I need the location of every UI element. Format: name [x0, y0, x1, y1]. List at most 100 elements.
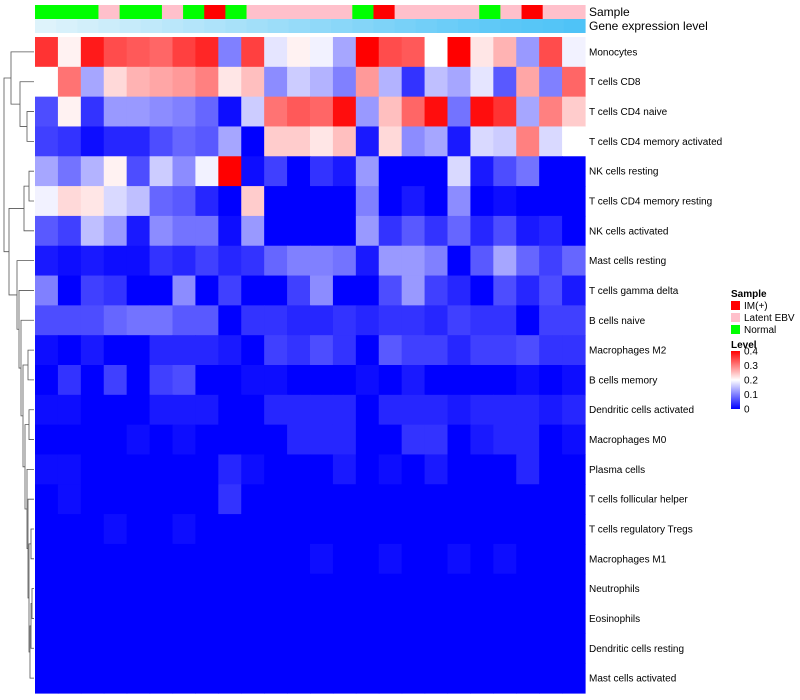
- heatmap-cell: [378, 484, 403, 515]
- heatmap-cell: [516, 305, 540, 336]
- heatmap-cell: [470, 275, 494, 306]
- heatmap-cell: [57, 215, 82, 247]
- heatmap-cell: [562, 484, 586, 515]
- heatmap-cell: [126, 543, 151, 575]
- heatmap-cell: [516, 66, 540, 98]
- heatmap-cell: [516, 215, 540, 247]
- heatmap-cell: [378, 573, 403, 605]
- heatmap-cell: [310, 573, 334, 605]
- expression-annotation-cell: [373, 19, 396, 33]
- heatmap-cell: [218, 603, 242, 634]
- heatmap-cell: [470, 335, 494, 366]
- heatmap-cell: [57, 66, 82, 98]
- heatmap-cell: [57, 245, 82, 277]
- heatmap-cell: [172, 275, 197, 306]
- heatmap-cell: [378, 66, 403, 98]
- heatmap-cell: [562, 66, 586, 98]
- heatmap-cell: [378, 335, 403, 366]
- sample-annotation-cell: [436, 5, 459, 19]
- heatmap-cell: [378, 543, 403, 575]
- heatmap-cell: [378, 663, 403, 694]
- heatmap-cell: [539, 394, 563, 426]
- sample-annotation-cell: [204, 5, 226, 19]
- heatmap-cell: [470, 603, 494, 634]
- heatmap-cell: [539, 335, 563, 366]
- heatmap-cell: [126, 335, 151, 366]
- heatmap-cell: [493, 663, 517, 694]
- heatmap-cell: [424, 514, 449, 545]
- heatmap-cell: [126, 305, 151, 336]
- heatmap-cell: [401, 245, 426, 277]
- heatmap-cell: [493, 514, 517, 545]
- expression-annotation-cell: [56, 19, 78, 33]
- heatmap-cell: [264, 96, 288, 128]
- heatmap-cell: [447, 633, 472, 664]
- heatmap-cell: [424, 365, 449, 396]
- heatmap-cell: [447, 663, 472, 694]
- heatmap-cell: [539, 66, 563, 98]
- heatmap-cell: [195, 335, 219, 366]
- heatmap-cell: [264, 335, 288, 366]
- row-label: B cells memory: [589, 375, 657, 386]
- heatmap-cell: [172, 514, 197, 545]
- heatmap-cell: [562, 394, 586, 426]
- dendrogram-branch: [28, 409, 34, 440]
- heatmap-cell: [241, 484, 265, 515]
- expression-annotation-cell: [415, 19, 438, 33]
- heatmap-cell: [378, 305, 403, 336]
- heatmap-cell: [401, 365, 426, 396]
- heatmap-cell: [80, 126, 105, 157]
- heatmap-cell: [241, 514, 265, 545]
- heatmap-cell: [470, 96, 494, 128]
- heatmap-cell: [287, 633, 311, 664]
- heatmap-cell: [149, 215, 174, 247]
- heatmap-cell: [172, 66, 197, 98]
- heatmap-cell: [447, 37, 472, 68]
- heatmap-cell: [355, 335, 380, 366]
- heatmap-cell: [355, 126, 380, 157]
- heatmap-cell: [562, 96, 586, 128]
- heatmap-cell: [149, 186, 174, 217]
- heatmap-cell: [332, 96, 357, 128]
- heatmap-cell: [332, 543, 357, 575]
- sample-annotation-cell: [352, 5, 375, 19]
- row-label: T cells follicular helper: [589, 495, 688, 506]
- heatmap-cell: [332, 365, 357, 396]
- heatmap-cell: [424, 305, 449, 336]
- heatmap-cell: [195, 573, 219, 605]
- heatmap-cell: [195, 305, 219, 336]
- heatmap-cell: [378, 96, 403, 128]
- sample-annotation-cell: [56, 5, 78, 19]
- heatmap-cell: [562, 245, 586, 277]
- heatmap-cell: [241, 186, 265, 217]
- heatmap-cell: [378, 186, 403, 217]
- heatmap-cell: [310, 275, 334, 306]
- heatmap-cell: [539, 186, 563, 217]
- heatmap-cell: [126, 484, 151, 515]
- heatmap-cell: [264, 215, 288, 247]
- heatmap-cell: [57, 126, 82, 157]
- heatmap-cell: [80, 275, 105, 306]
- heatmap-cell: [401, 215, 426, 247]
- sample-annotation-cell: [35, 5, 57, 19]
- sample-annotation-cell: [542, 5, 565, 19]
- heatmap-cell: [149, 37, 174, 68]
- heatmap-cell: [172, 424, 197, 456]
- heatmap-cell: [264, 365, 288, 396]
- row-labels: Monocytes T cells CD8 T cells CD4 naive T c…: [589, 47, 722, 684]
- legend-level-title: Level: [731, 340, 757, 351]
- heatmap-cell: [401, 514, 426, 545]
- heatmap-cell: [126, 66, 151, 98]
- heatmap-cell: [35, 245, 59, 277]
- heatmap-cell: [264, 275, 288, 306]
- heatmap-cell: [562, 275, 586, 306]
- heatmap-cell: [80, 245, 105, 277]
- sample-annotation-cell: [140, 5, 163, 19]
- heatmap-cell: [57, 186, 82, 217]
- heatmap-cell: [126, 394, 151, 426]
- heatmap-cell: [539, 514, 563, 545]
- heatmap-cell: [172, 454, 197, 485]
- heatmap-cell: [516, 96, 540, 128]
- heatmap-cell: [103, 573, 128, 605]
- heatmap-cell: [35, 335, 59, 366]
